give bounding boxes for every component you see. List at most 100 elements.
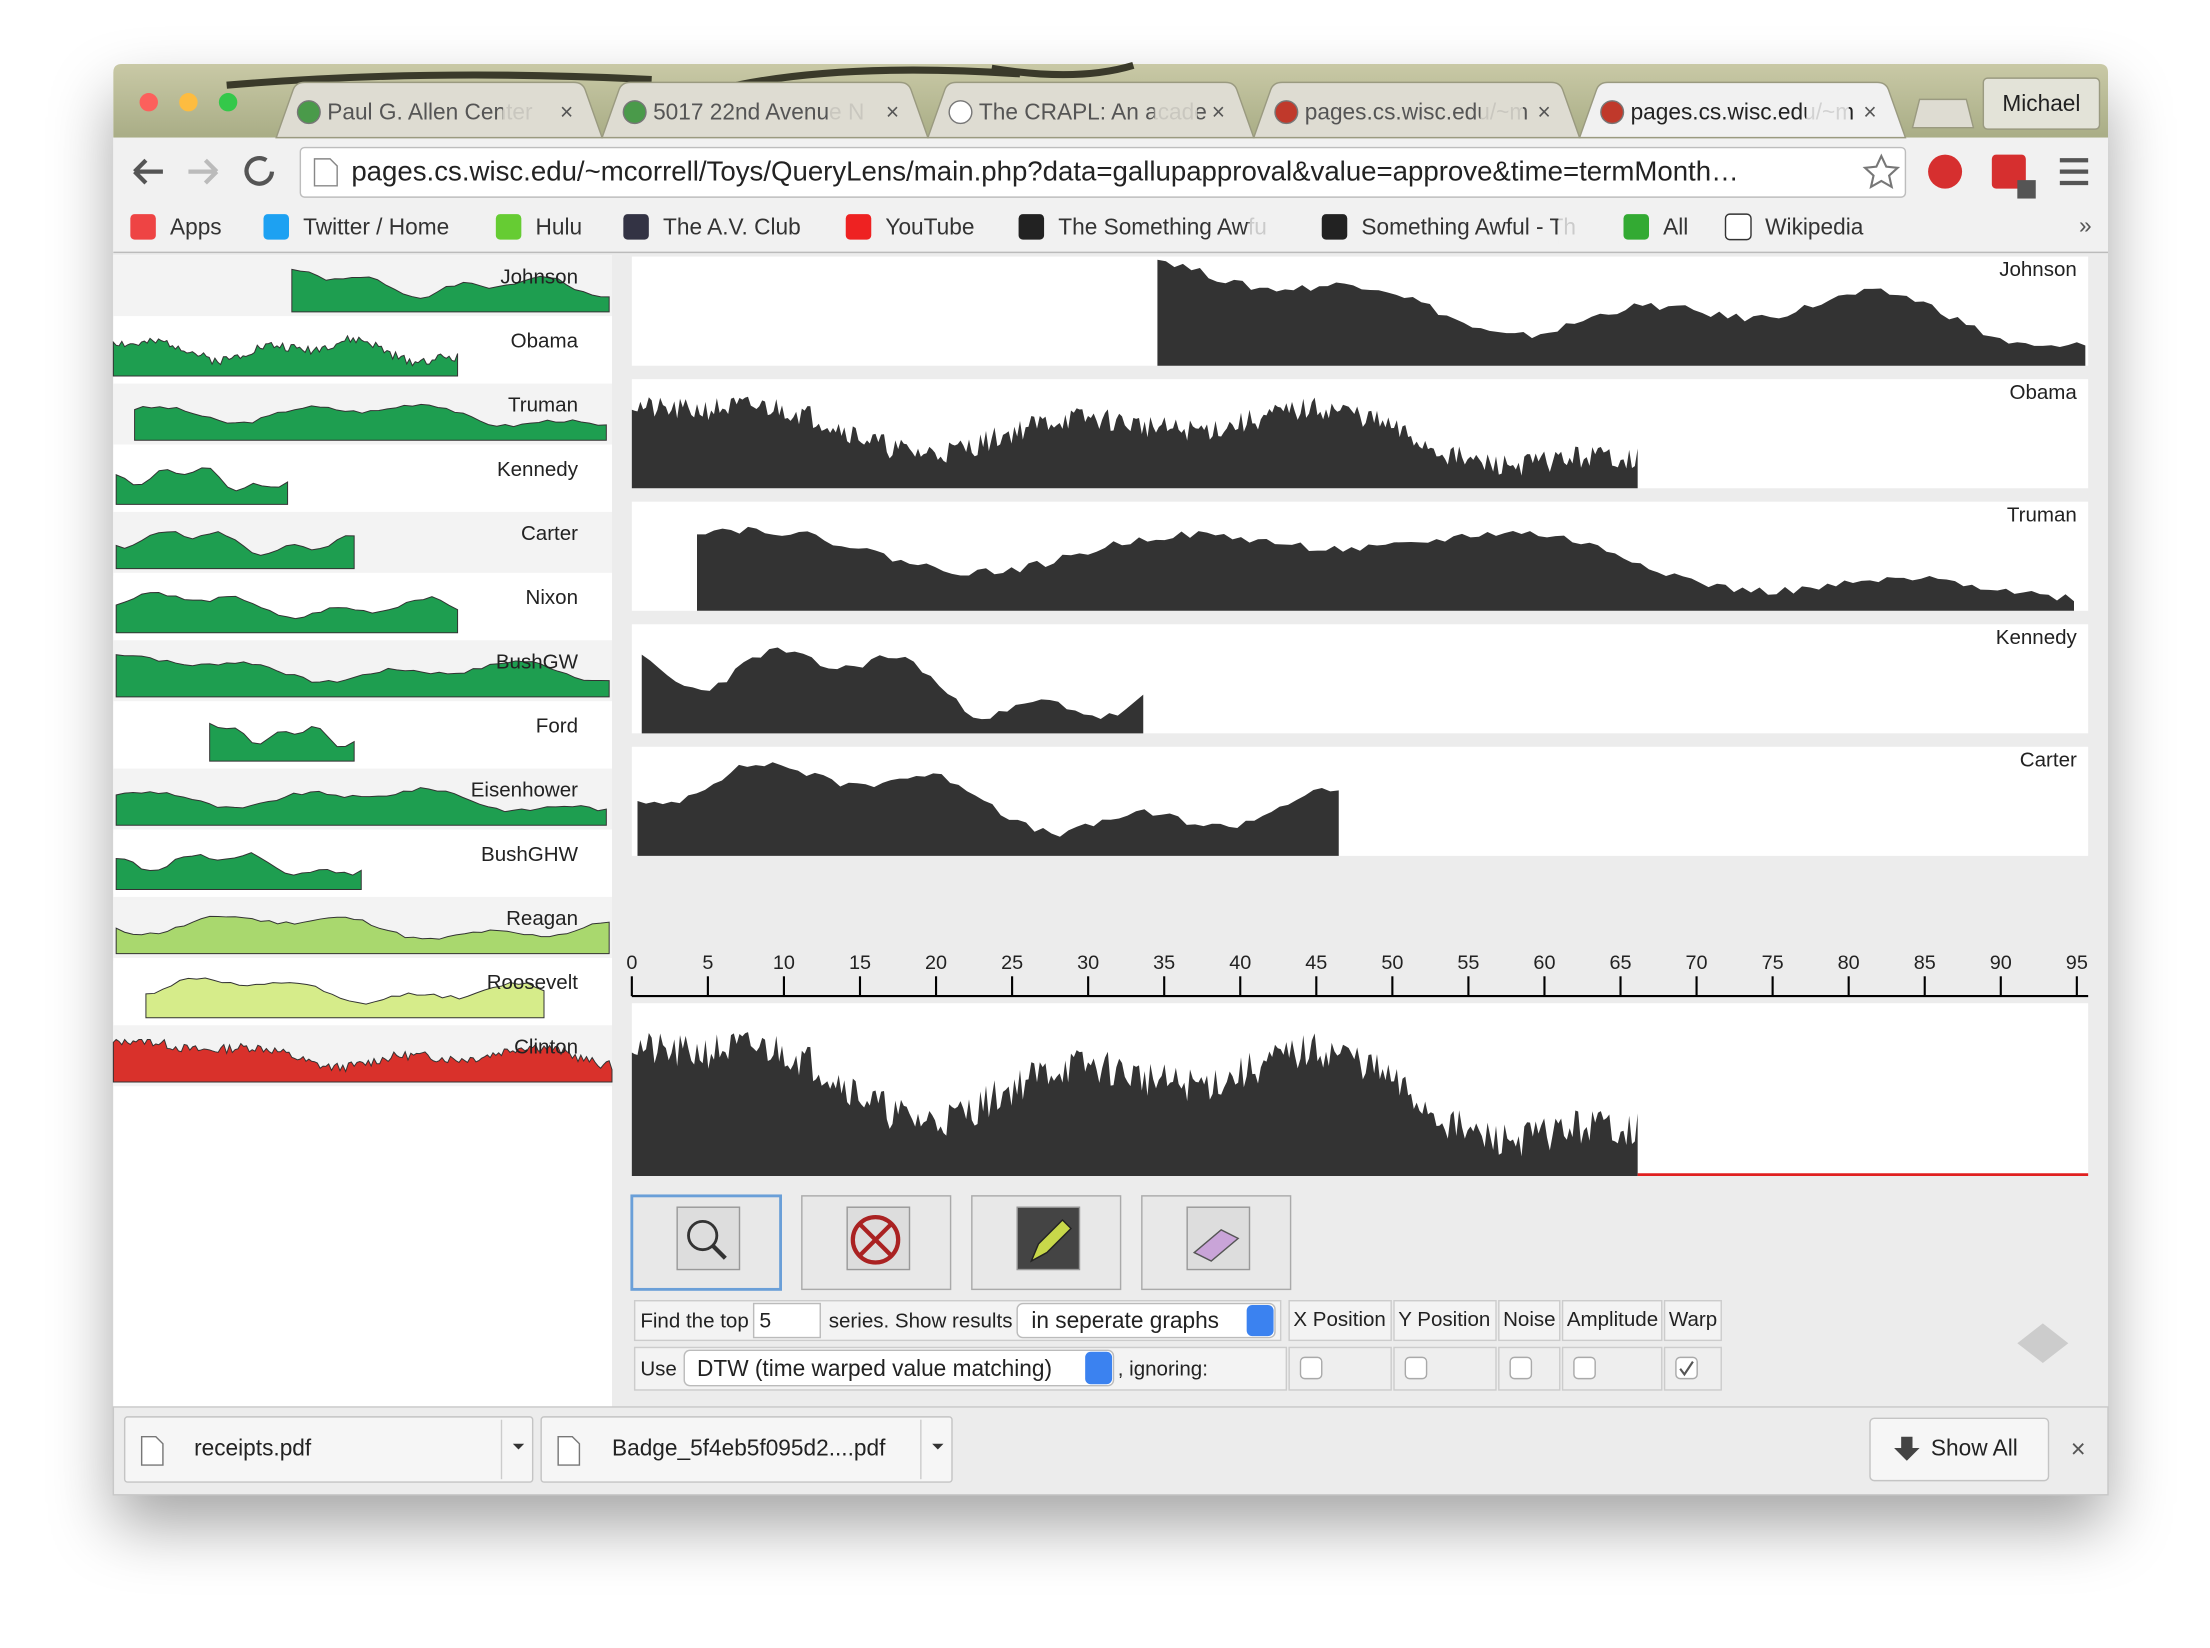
tab-close[interactable]: × [1538, 99, 1551, 125]
adblock-icon[interactable] [1928, 154, 1963, 189]
bookmarks-overflow[interactable]: » [2079, 212, 2092, 238]
bookmark-icon [1018, 214, 1045, 240]
bookmark: The A.V. Club [663, 213, 801, 239]
download-bar-close[interactable]: × [2071, 1436, 2086, 1464]
bookmark-icon [495, 214, 522, 240]
download-name: Badge_5f4eb5f095d2....pdf [612, 1434, 886, 1460]
clear-icon [850, 1215, 901, 1265]
thumbnail-sparkline [115, 852, 362, 890]
option-checkbox[interactable] [1404, 1356, 1428, 1380]
axis-tick-label: 75 [1762, 952, 1784, 974]
search-icon [687, 1219, 719, 1252]
bookmark: Apps [170, 213, 222, 239]
bookmark-icon [623, 214, 649, 240]
thumbnail-label: Johnson [500, 265, 578, 288]
bookmark: Something Awful - Th [1361, 213, 1576, 239]
profile-button[interactable] [1982, 77, 2101, 130]
thumbnail-sparkline [209, 722, 355, 762]
axis-tick-label: 85 [1914, 952, 1936, 974]
bookmark-fade [1249, 212, 1292, 244]
url-text: pages.cs.wisc.edu/~mcorrell/Toys/QueryLe… [351, 155, 1738, 186]
tab-close[interactable]: × [886, 99, 899, 125]
thumbnail-label: Kennedy [497, 458, 579, 481]
download-menu[interactable] [512, 1443, 525, 1450]
minimize-button[interactable] [179, 93, 198, 112]
result-label: Johnson [1999, 258, 2077, 281]
result-area [697, 526, 2074, 611]
pencil-icon [1029, 1218, 1073, 1263]
series-label: series. Show results [829, 1309, 1013, 1332]
thumbnail-label: BushGHW [481, 843, 579, 866]
axis-tick-label: 20 [925, 952, 947, 974]
menu-icon[interactable] [2059, 158, 2089, 186]
tab-fade [1154, 93, 1198, 131]
axis-tick-label: 30 [1077, 952, 1099, 974]
extension-badge [2017, 180, 2036, 199]
thumbnail-label: Carter [521, 522, 578, 545]
eraser-icon [1192, 1229, 1240, 1262]
zoom-button[interactable] [218, 93, 238, 112]
option-checkbox[interactable] [1675, 1356, 1698, 1380]
show-all-label: Show All [1931, 1434, 2018, 1460]
tab-title: Paul G. Allen Center [327, 99, 533, 125]
thumbnail-sparkline [115, 531, 355, 570]
bookmark-icon [130, 214, 156, 240]
axis-tick-label: 40 [1229, 952, 1251, 974]
tab-close[interactable]: × [560, 99, 573, 125]
option-checkbox[interactable] [1573, 1356, 1596, 1380]
thumbnail-label: BushGW [496, 650, 579, 673]
thumbnail-sparkline [112, 1038, 613, 1083]
thumbnail-label: Eisenhower [471, 779, 578, 802]
download-item[interactable] [123, 1416, 534, 1483]
tab-favicon [1600, 100, 1625, 125]
feedly-icon [2017, 1323, 2069, 1364]
close-button[interactable] [139, 93, 158, 112]
tab-favicon [1274, 100, 1299, 125]
thumbnail-sparkline [112, 334, 459, 377]
thumbnail-sparkline [145, 977, 545, 1019]
thumbnail-sparkline [115, 787, 607, 826]
reload-icon[interactable] [244, 156, 275, 186]
show-all-button[interactable] [1869, 1417, 2050, 1482]
thumbnail-label: Obama [511, 329, 579, 352]
bookmark: Hulu [536, 213, 583, 239]
thumbnail-row[interactable] [113, 704, 612, 766]
download-menu[interactable] [932, 1443, 944, 1450]
tab-close[interactable]: × [1212, 99, 1225, 125]
thumbnail-panel [113, 255, 612, 1407]
method: DTW (time warped value matching) [697, 1355, 1052, 1381]
result-area [637, 762, 1339, 856]
bookmark: All [1663, 213, 1688, 239]
axis-tick-label: 50 [1381, 952, 1403, 974]
axis-tick-label: 70 [1686, 952, 1708, 974]
option-checkbox[interactable] [1299, 1356, 1323, 1380]
find-input[interactable] [752, 1302, 821, 1339]
axis-tick-label: 95 [2066, 952, 2088, 974]
bookmark: The Something Awfu [1058, 213, 1267, 239]
download-item[interactable] [540, 1416, 953, 1483]
bookmark: Wikipedia [1765, 213, 1864, 239]
option-header [1393, 1300, 1497, 1342]
thumbnail-sparkline [134, 403, 607, 441]
axis-tick-label: 80 [1838, 952, 1860, 974]
bookmark-star[interactable] [1862, 153, 1901, 190]
url-box[interactable] [299, 146, 1907, 198]
forward-icon[interactable] [188, 158, 219, 185]
file-icon [140, 1436, 164, 1466]
method-select[interactable] [683, 1349, 1115, 1387]
option-checkbox[interactable] [1509, 1356, 1533, 1380]
new-tab[interactable] [1911, 98, 1975, 129]
axis-tick-label: 15 [849, 952, 871, 974]
bookmark: YouTube [885, 213, 974, 239]
results-select[interactable] [1016, 1302, 1276, 1339]
query-area [631, 1032, 1638, 1177]
thumbnail-sparkline [291, 268, 610, 313]
select-arrow [1085, 1351, 1113, 1385]
back-icon[interactable] [133, 158, 163, 185]
tool-icon-frame [676, 1206, 741, 1271]
find-label: Find the top [640, 1309, 748, 1332]
option-label: Y Position [1398, 1308, 1490, 1331]
tab-close[interactable]: × [1863, 99, 1876, 125]
search-icon-handle [711, 1243, 727, 1260]
